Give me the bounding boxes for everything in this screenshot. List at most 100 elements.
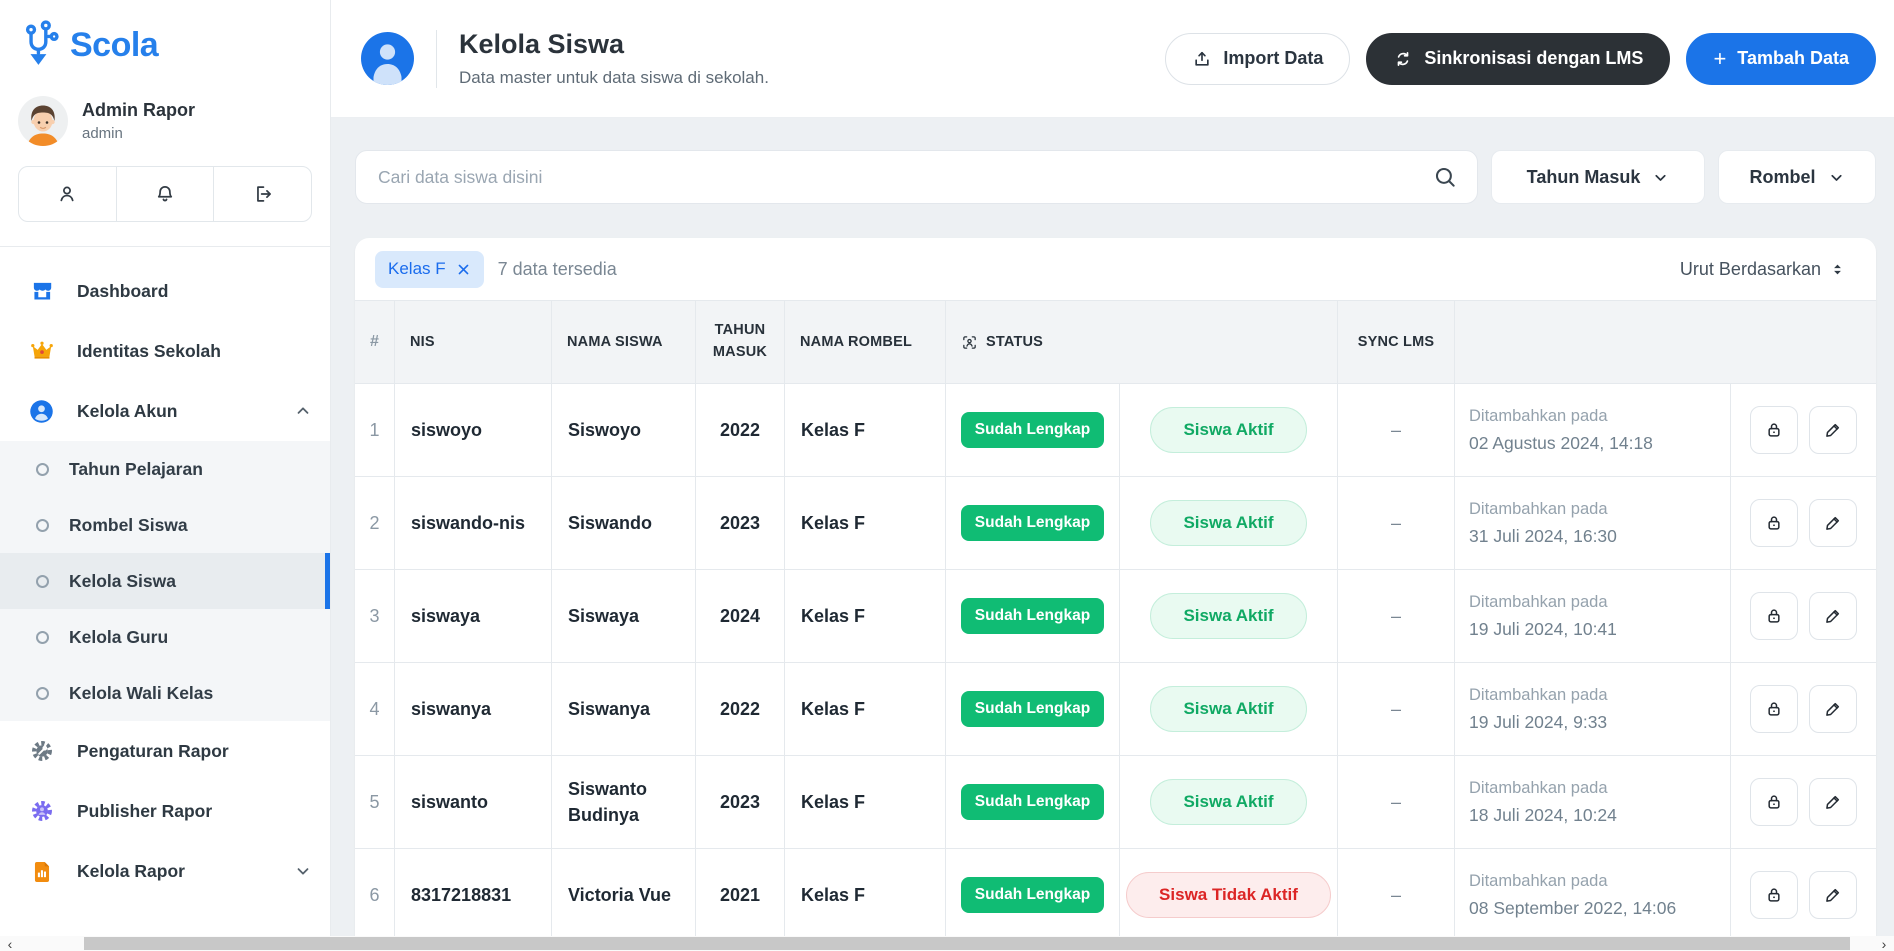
- sort-control[interactable]: Urut Berdasarkan: [1680, 259, 1846, 280]
- sidebar-item-kelola-rapor[interactable]: Kelola Rapor: [0, 841, 330, 901]
- add-data-label: Tambah Data: [1737, 48, 1849, 68]
- added-datetime: 08 September 2022, 14:06: [1469, 897, 1677, 918]
- plus-icon: +: [1713, 45, 1727, 71]
- sidebar-item-label: Dashboard: [77, 280, 169, 301]
- filter-chip-kelas-f[interactable]: Kelas F: [375, 250, 484, 288]
- cell-sync-lms: –: [1338, 384, 1455, 476]
- edit-button[interactable]: [1809, 778, 1857, 826]
- search-icon[interactable]: [1432, 164, 1458, 190]
- cell-actions: [1731, 570, 1876, 662]
- import-data-button[interactable]: Import Data: [1165, 32, 1351, 85]
- lock-button[interactable]: [1750, 499, 1798, 547]
- sidebar-item-kelola-siswa[interactable]: Kelola Siswa: [0, 553, 330, 609]
- completeness-badge: Sudah Lengkap: [960, 784, 1105, 820]
- cell-nis: 8317218831: [395, 849, 552, 941]
- lock-button[interactable]: [1750, 592, 1798, 640]
- lock-icon: [1764, 792, 1784, 812]
- edit-button[interactable]: [1809, 406, 1857, 454]
- cell-actions: [1731, 756, 1876, 848]
- edit-button[interactable]: [1809, 499, 1857, 547]
- lock-button[interactable]: [1750, 778, 1798, 826]
- data-card: Kelas F 7 data tersedia Urut Berdasarkan: [355, 238, 1876, 951]
- search-input[interactable]: [355, 150, 1478, 204]
- cell-nama-siswa: Siswoyo: [552, 384, 696, 476]
- radio-circle-icon: [36, 462, 49, 476]
- sidebar-item-pengaturan-rapor[interactable]: Pengaturan Rapor: [0, 721, 330, 781]
- cell-tahun-masuk: 2022: [696, 663, 785, 755]
- cell-nis: siswoyo: [395, 384, 552, 476]
- sidebar-item-dashboard[interactable]: Dashboard: [0, 261, 330, 321]
- rombel-dropdown[interactable]: Rombel: [1718, 150, 1876, 204]
- table-row: 6 8317218831 Victoria Vue 2021 Kelas F S…: [355, 849, 1876, 942]
- scroll-right-arrow[interactable]: ›: [1874, 936, 1894, 951]
- profile-button[interactable]: [19, 167, 116, 221]
- edit-button[interactable]: [1809, 871, 1857, 919]
- sidebar-item-tahun-pelajaran[interactable]: Tahun Pelajaran: [0, 441, 330, 497]
- sidebar-item-kelola-guru[interactable]: Kelola Guru: [0, 609, 330, 665]
- report-document-icon: [28, 858, 55, 885]
- sidebar-item-kelola-akun[interactable]: Kelola Akun: [0, 381, 330, 441]
- content-area: Tahun Masuk Rombel Kelas F: [331, 118, 1894, 951]
- tahun-masuk-dropdown[interactable]: Tahun Masuk: [1491, 150, 1705, 204]
- added-datetime: 18 Juli 2024, 10:24: [1469, 804, 1617, 825]
- cell-completeness: Sudah Lengkap: [946, 384, 1120, 476]
- lock-button[interactable]: [1750, 871, 1798, 919]
- completeness-badge: Sudah Lengkap: [960, 877, 1105, 913]
- cell-nama-siswa: Siswanya: [552, 663, 696, 755]
- sidebar-item-identitas-sekolah[interactable]: Identitas Sekolah: [0, 321, 330, 381]
- person-scan-icon: [961, 334, 978, 351]
- crown-icon: [28, 338, 55, 365]
- sidebar-menu: Dashboard Identitas Sekolah: [0, 247, 330, 901]
- rombel-label: Rombel: [1749, 166, 1816, 187]
- sidebar-item-kelola-wali-kelas[interactable]: Kelola Wali Kelas: [0, 665, 330, 721]
- cell-completeness: Sudah Lengkap: [946, 663, 1120, 755]
- scroll-left-arrow[interactable]: ‹: [0, 936, 20, 951]
- cell-status: Siswa Aktif: [1120, 756, 1338, 848]
- chevron-down-icon: [1828, 169, 1845, 186]
- cell-status: Siswa Aktif: [1120, 384, 1338, 476]
- cell-added: Ditambahkan pada 19 Juli 2024, 10:41: [1455, 570, 1731, 662]
- chevron-down-icon: [294, 862, 312, 880]
- import-data-label: Import Data: [1223, 48, 1324, 68]
- cell-added: Ditambahkan pada 02 Agustus 2024, 14:18: [1455, 384, 1731, 476]
- sidebar-item-publisher-rapor[interactable]: Publisher Rapor: [0, 781, 330, 841]
- cell-sync-lms: –: [1338, 849, 1455, 941]
- sidebar-item-label: Kelola Rapor: [77, 860, 185, 881]
- lock-button[interactable]: [1750, 685, 1798, 733]
- col-header-tahun-masuk: TAHUN MASUK: [696, 301, 785, 383]
- chip-close-icon[interactable]: [456, 262, 471, 277]
- sync-lms-button[interactable]: Sinkronisasi dengan LMS: [1366, 32, 1671, 85]
- add-data-button[interactable]: + Tambah Data: [1686, 32, 1876, 85]
- chevron-up-icon: [294, 402, 312, 420]
- sidebar-item-label: Pengaturan Rapor: [77, 740, 229, 761]
- col-header-status: STATUS: [946, 301, 1338, 383]
- page-title: Kelola Siswa: [459, 29, 625, 59]
- cell-nama-rombel: Kelas F: [785, 384, 946, 476]
- logout-button[interactable]: [213, 167, 311, 221]
- cell-nama-siswa: Siswanto Budinya: [552, 756, 696, 848]
- user-name: Admin Rapor: [82, 100, 196, 120]
- cell-completeness: Sudah Lengkap: [946, 570, 1120, 662]
- sidebar-item-label: Tahun Pelajaran: [69, 458, 203, 479]
- notifications-button[interactable]: [115, 167, 214, 221]
- page-avatar-icon: [361, 32, 414, 85]
- edit-button[interactable]: [1809, 592, 1857, 640]
- col-header-nis: NIS: [395, 301, 552, 383]
- cell-nis: siswanto: [395, 756, 552, 848]
- lock-button[interactable]: [1750, 406, 1798, 454]
- sidebar-item-label: Rombel Siswa: [69, 514, 188, 535]
- row-number: 1: [355, 384, 395, 476]
- table-body: 1 siswoyo Siswoyo 2022 Kelas F Sudah Len…: [355, 384, 1876, 942]
- sidebar-item-rombel-siswa[interactable]: Rombel Siswa: [0, 497, 330, 553]
- table-row: 1 siswoyo Siswoyo 2022 Kelas F Sudah Len…: [355, 384, 1876, 477]
- added-label: Ditambahkan pada: [1469, 592, 1608, 611]
- table-row: 4 siswanya Siswanya 2022 Kelas F Sudah L…: [355, 663, 1876, 756]
- bell-icon: [154, 183, 176, 205]
- table-row: 2 siswando-nis Siswando 2023 Kelas F Sud…: [355, 477, 1876, 570]
- cell-tahun-masuk: 2022: [696, 384, 785, 476]
- scrollbar-thumb[interactable]: [84, 937, 1850, 950]
- brand-logo[interactable]: Scola: [0, 0, 330, 70]
- edit-button[interactable]: [1809, 685, 1857, 733]
- cell-actions: [1731, 384, 1876, 476]
- kelola-akun-submenu: Tahun Pelajaran Rombel Siswa Kelola Sisw…: [0, 441, 330, 721]
